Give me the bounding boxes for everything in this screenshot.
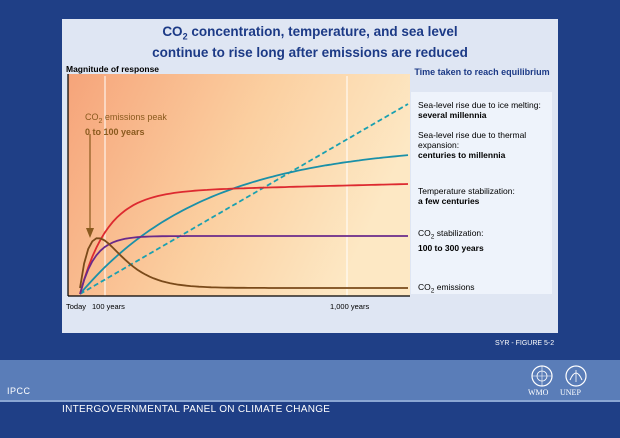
legend-temp-detail: a few centuries bbox=[418, 196, 480, 206]
wmo-label: WMO bbox=[528, 388, 549, 397]
series-temperature bbox=[79, 183, 409, 295]
legend-temperature: Temperature stabilization: a few centuri… bbox=[418, 186, 550, 206]
title-line1-post: concentration, temperature, and sea leve… bbox=[187, 24, 458, 39]
legend-thermal-detail: centuries to millennia bbox=[418, 150, 506, 160]
title-line2: continue to rise long after emissions ar… bbox=[152, 44, 468, 60]
title-line1-pre: CO bbox=[162, 24, 183, 39]
legend-co2em-sub: 2 bbox=[430, 287, 435, 295]
peak-label-pre: CO bbox=[85, 112, 99, 122]
series-co2-stabilization bbox=[79, 235, 408, 295]
peak-label-sub: 2 bbox=[98, 117, 103, 125]
figure-label: SYR - FIGURE 5-2 bbox=[495, 340, 555, 347]
unep-label: UNEP bbox=[560, 388, 581, 397]
peak-label: CO2 emissions peak 0 to 100 years bbox=[85, 112, 167, 138]
footer-band bbox=[0, 360, 620, 400]
legend-ice-detail: several millennia bbox=[418, 110, 487, 120]
legend-co2stab-post: stabilization: bbox=[434, 228, 484, 238]
series-sea-level-thermal-expansion bbox=[79, 154, 409, 295]
legend-co2stab-sub: 2 bbox=[430, 233, 435, 241]
peak-arrow-head bbox=[86, 228, 94, 238]
peak-label-post: emissions peak bbox=[102, 112, 167, 122]
y-axis-label: Magnitude of response bbox=[66, 64, 160, 74]
x-tick-1000-years: 1,000 years bbox=[330, 302, 370, 311]
x-tick-100-years: 100 years bbox=[92, 302, 125, 311]
series-co2-emissions bbox=[79, 237, 408, 289]
legend-thermal-name: Sea-level rise due to thermal expansion: bbox=[418, 130, 527, 150]
logos bbox=[531, 365, 587, 387]
wmo-logo-icon bbox=[531, 365, 553, 387]
organization-name: INTERGOVERNMENTAL PANEL ON CLIMATE CHANG… bbox=[62, 404, 331, 415]
chart-title: CO2 concentration, temperature, and sea … bbox=[62, 24, 558, 61]
unep-logo-icon bbox=[565, 365, 587, 387]
legend-co2-emissions: CO2 emissions bbox=[418, 282, 550, 297]
legend-co2em-post: emissions bbox=[434, 282, 475, 292]
legend-title: Time taken to reach equilibrium bbox=[414, 67, 550, 77]
legend-co2stab-pre: CO bbox=[418, 228, 431, 238]
ipcc-label: IPCC bbox=[7, 386, 31, 396]
title-line1-sub: 2 bbox=[182, 31, 188, 42]
legend-co2-stabilization: CO2 stabilization: 100 to 300 years bbox=[418, 228, 550, 253]
legend-co2em-pre: CO bbox=[418, 282, 431, 292]
series-sea-level-ice-melting bbox=[79, 103, 409, 295]
legend-thermal-expansion: Sea-level rise due to thermal expansion:… bbox=[418, 130, 550, 160]
legend-temp-name: Temperature stabilization: bbox=[418, 186, 515, 196]
legend-co2stab-detail: 100 to 300 years bbox=[418, 242, 484, 253]
peak-label-line2: 0 to 100 years bbox=[85, 126, 145, 137]
legend-ice-name: Sea-level rise due to ice melting: bbox=[418, 100, 541, 110]
legend-ice-melting: Sea-level rise due to ice melting: sever… bbox=[418, 100, 550, 120]
footer-divider bbox=[0, 400, 620, 402]
legend-box bbox=[411, 92, 552, 294]
x-tick-today: Today bbox=[66, 302, 87, 311]
